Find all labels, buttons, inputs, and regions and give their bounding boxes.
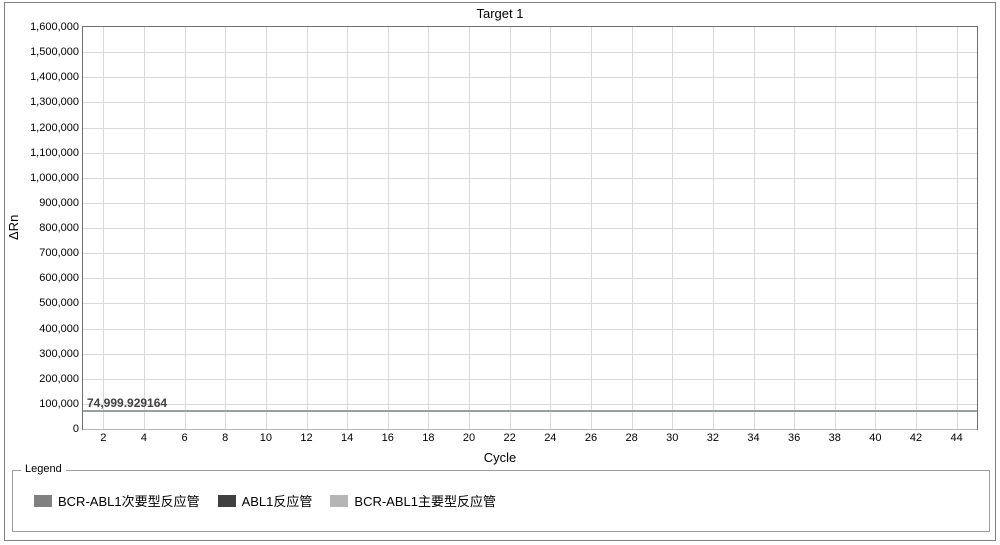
legend-items: BCR-ABL1次要型反应管 ABL1反应管 BCR-ABL1主要型反应管 [22,475,980,510]
ytick-label: 1,500,000 [5,47,79,58]
gridline-h [83,153,977,154]
gridline-v [957,27,958,429]
gridline-v [103,27,104,429]
legend-swatch [218,495,236,507]
gridline-h [83,228,977,229]
xtick-label: 6 [173,433,197,444]
xtick-label: 18 [416,433,440,444]
gridline-h [83,203,977,204]
chart-title: Target 1 [0,6,1000,21]
gridline-h [83,52,977,53]
xtick-label: 44 [945,433,969,444]
gridline-v [388,27,389,429]
gridline-v [428,27,429,429]
xtick-label: 16 [376,433,400,444]
ytick-label: 800,000 [5,223,79,234]
gridline-h [83,77,977,78]
ytick-label: 900,000 [5,198,79,209]
xtick-label: 28 [620,433,644,444]
gridline-v [591,27,592,429]
legend-item-label: ABL1反应管 [242,491,313,510]
legend-item: BCR-ABL1次要型反应管 [34,491,200,510]
gridline-h [83,379,977,380]
legend-box: Legend BCR-ABL1次要型反应管ABL1反应管BCR-ABL1主要型反… [12,470,990,532]
ytick-label: 0 [5,424,79,435]
x-axis-label: Cycle [0,450,1000,465]
gridline-v [347,27,348,429]
xtick-label: 26 [579,433,603,444]
xtick-label: 8 [213,433,237,444]
gridline-v [510,27,511,429]
legend-item: BCR-ABL1主要型反应管 [330,491,496,510]
gridline-h [83,329,977,330]
ytick-label: 1,600,000 [5,22,79,33]
chart-frame: Target 1 ΔRn 0100,000200,000300,000400,0… [0,0,1000,545]
xtick-label: 36 [782,433,806,444]
xtick-label: 12 [295,433,319,444]
ytick-label: 400,000 [5,324,79,335]
xtick-label: 22 [498,433,522,444]
gridline-h [83,178,977,179]
gridline-v [916,27,917,429]
gridline-v [754,27,755,429]
xtick-label: 24 [538,433,562,444]
legend-item: ABL1反应管 [218,491,313,510]
gridline-h [83,102,977,103]
gridline-v [469,27,470,429]
xtick-label: 14 [335,433,359,444]
gridline-h [83,253,977,254]
xtick-label: 30 [660,433,684,444]
ytick-label: 1,400,000 [5,72,79,83]
gridline-v [713,27,714,429]
xtick-label: 42 [904,433,928,444]
xtick-label: 32 [701,433,725,444]
xtick-label: 38 [823,433,847,444]
gridline-v [266,27,267,429]
plot-area: 0100,000200,000300,000400,000500,000600,… [82,26,978,430]
xtick-label: 34 [742,433,766,444]
gridline-v [835,27,836,429]
threshold-label: 74,999.929164 [87,396,167,410]
legend-swatch [34,495,52,507]
xtick-label: 10 [254,433,278,444]
ytick-label: 1,300,000 [5,97,79,108]
gridline-v [144,27,145,429]
legend-item-label: BCR-ABL1次要型反应管 [58,491,200,510]
ytick-label: 1,200,000 [5,123,79,134]
legend-item-label: BCR-ABL1主要型反应管 [354,491,496,510]
ytick-label: 1,000,000 [5,173,79,184]
gridline-v [307,27,308,429]
xtick-label: 2 [91,433,115,444]
gridline-v [794,27,795,429]
ytick-label: 600,000 [5,273,79,284]
ytick-label: 700,000 [5,248,79,259]
ytick-label: 200,000 [5,374,79,385]
gridline-v [185,27,186,429]
xtick-label: 4 [132,433,156,444]
gridline-h [83,128,977,129]
gridline-h [83,404,977,405]
xtick-label: 20 [457,433,481,444]
gridline-h [83,303,977,304]
gridline-v [632,27,633,429]
ytick-label: 1,100,000 [5,148,79,159]
ytick-label: 100,000 [5,399,79,410]
ytick-label: 300,000 [5,349,79,360]
threshold-line [83,410,977,412]
legend-title: Legend [21,463,66,475]
gridline-v [225,27,226,429]
legend-swatch [330,495,348,507]
gridline-v [672,27,673,429]
gridline-h [83,278,977,279]
gridline-v [875,27,876,429]
gridline-v [550,27,551,429]
xtick-label: 40 [863,433,887,444]
gridline-h [83,354,977,355]
ytick-label: 500,000 [5,298,79,309]
series-line [83,429,977,430]
